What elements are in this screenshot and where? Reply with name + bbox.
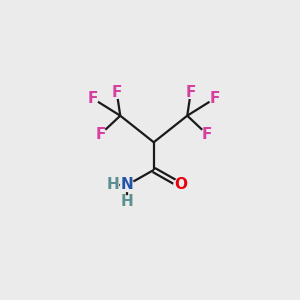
Text: F: F — [185, 85, 196, 100]
Circle shape — [122, 196, 133, 206]
Circle shape — [209, 93, 221, 104]
Text: F: F — [95, 127, 106, 142]
Circle shape — [185, 87, 197, 98]
Circle shape — [201, 128, 213, 140]
Circle shape — [121, 178, 134, 191]
Text: O: O — [174, 178, 187, 193]
Text: H: H — [121, 194, 134, 209]
Circle shape — [87, 93, 98, 104]
Text: F: F — [112, 85, 122, 100]
Text: F: F — [87, 91, 98, 106]
Text: F: F — [210, 91, 220, 106]
Circle shape — [174, 178, 187, 191]
Text: F: F — [202, 127, 212, 142]
Text: H: H — [107, 178, 120, 193]
Circle shape — [108, 180, 119, 190]
Text: N: N — [121, 178, 134, 193]
Circle shape — [95, 128, 106, 140]
Circle shape — [111, 87, 123, 98]
